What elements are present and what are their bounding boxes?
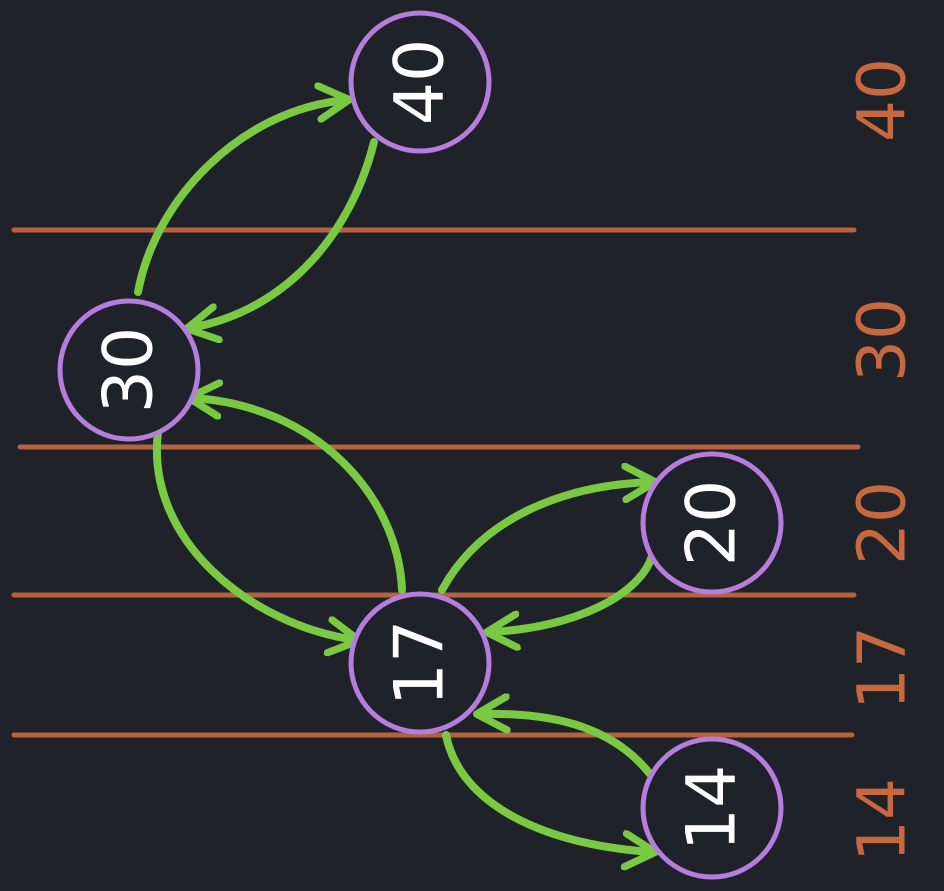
node-20-label: 20 [673, 480, 752, 567]
node-17: 17 [348, 591, 492, 735]
edge-17-to-14 [442, 731, 652, 852]
axis-label-14: 14 [844, 778, 921, 862]
axis-label-40: 40 [844, 58, 921, 142]
node-20: 20 [640, 451, 784, 595]
node-40: 40 [348, 10, 492, 154]
edge-14-to-17 [480, 714, 654, 778]
edge-17-to-30 [192, 398, 406, 594]
node-30-label: 30 [90, 327, 169, 414]
edge-30-to-17 [152, 428, 356, 640]
edge-17-to-20 [438, 482, 652, 594]
node-17-label: 17 [381, 620, 460, 707]
node-14-label: 14 [673, 765, 752, 852]
node-30: 30 [57, 298, 201, 442]
node-40-label: 40 [381, 39, 460, 126]
node-14: 14 [640, 736, 784, 880]
axis-label-30: 30 [844, 298, 921, 382]
axis-label-17: 17 [844, 626, 921, 710]
edge-40-to-30 [190, 138, 378, 328]
axis-label-20: 20 [844, 481, 921, 565]
edge-30-to-40 [134, 100, 346, 296]
edge-20-to-17 [490, 552, 656, 632]
